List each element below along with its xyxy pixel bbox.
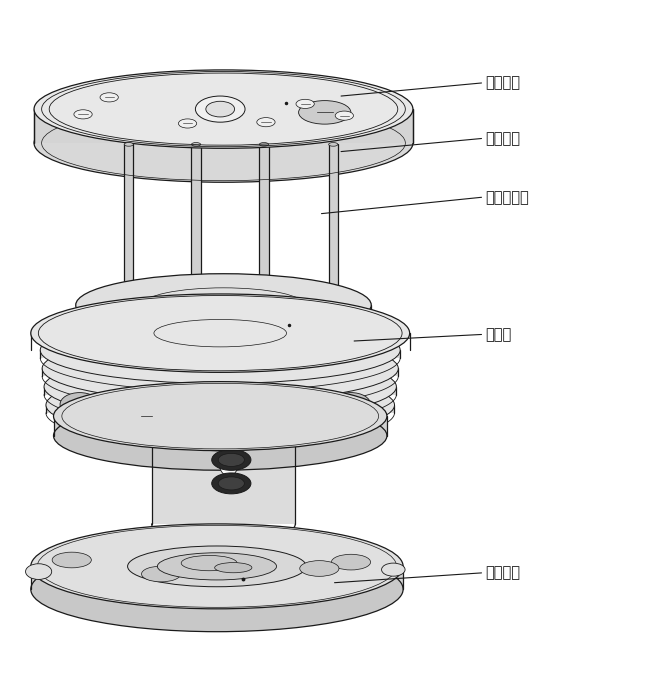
Ellipse shape <box>34 104 413 182</box>
Ellipse shape <box>178 119 197 128</box>
Ellipse shape <box>329 143 338 146</box>
Ellipse shape <box>218 477 245 490</box>
Ellipse shape <box>181 555 237 571</box>
Ellipse shape <box>124 143 133 146</box>
Ellipse shape <box>40 317 400 383</box>
Text: 固定法兰: 固定法兰 <box>485 565 520 580</box>
Ellipse shape <box>44 353 396 420</box>
Ellipse shape <box>75 293 371 356</box>
Text: 指北箭头: 指北箭头 <box>485 131 520 146</box>
Ellipse shape <box>75 273 371 336</box>
Polygon shape <box>75 305 371 325</box>
Polygon shape <box>152 432 295 524</box>
Polygon shape <box>192 145 201 302</box>
Ellipse shape <box>335 111 354 120</box>
Ellipse shape <box>46 372 394 439</box>
Text: 超声波探头: 超声波探头 <box>485 190 529 205</box>
Ellipse shape <box>54 382 387 451</box>
Ellipse shape <box>127 546 306 587</box>
Ellipse shape <box>133 398 159 434</box>
Polygon shape <box>34 109 413 143</box>
Ellipse shape <box>212 473 251 494</box>
Ellipse shape <box>206 400 235 416</box>
Ellipse shape <box>218 406 245 419</box>
Ellipse shape <box>140 325 163 335</box>
Ellipse shape <box>138 404 155 428</box>
Ellipse shape <box>74 110 92 119</box>
Ellipse shape <box>259 300 268 303</box>
Ellipse shape <box>54 401 387 470</box>
Text: 控制电路: 控制电路 <box>485 76 520 91</box>
Ellipse shape <box>329 300 338 303</box>
Ellipse shape <box>192 143 201 146</box>
Ellipse shape <box>339 401 363 414</box>
Ellipse shape <box>192 300 201 303</box>
Ellipse shape <box>218 429 245 442</box>
Ellipse shape <box>300 561 339 576</box>
Ellipse shape <box>52 552 91 568</box>
Ellipse shape <box>124 300 133 303</box>
Polygon shape <box>329 145 338 302</box>
Ellipse shape <box>256 117 275 127</box>
Polygon shape <box>44 387 396 395</box>
Ellipse shape <box>331 393 371 416</box>
Ellipse shape <box>152 414 295 451</box>
Ellipse shape <box>195 96 245 122</box>
Ellipse shape <box>26 564 52 580</box>
Ellipse shape <box>296 100 314 108</box>
Polygon shape <box>40 350 400 358</box>
Ellipse shape <box>212 426 251 446</box>
Ellipse shape <box>218 454 245 466</box>
Ellipse shape <box>157 553 277 580</box>
Ellipse shape <box>206 101 235 117</box>
Polygon shape <box>259 145 268 302</box>
Ellipse shape <box>298 101 351 124</box>
Ellipse shape <box>31 547 403 632</box>
Polygon shape <box>42 368 398 376</box>
Ellipse shape <box>290 325 314 335</box>
Ellipse shape <box>331 554 371 570</box>
Ellipse shape <box>215 563 252 573</box>
Ellipse shape <box>212 449 251 471</box>
Ellipse shape <box>215 325 239 335</box>
Ellipse shape <box>100 93 118 102</box>
Ellipse shape <box>68 401 91 414</box>
Text: 百叶箱: 百叶箱 <box>485 327 511 342</box>
Polygon shape <box>46 405 394 413</box>
Ellipse shape <box>142 566 180 582</box>
Ellipse shape <box>31 294 409 372</box>
Ellipse shape <box>34 70 413 148</box>
Polygon shape <box>54 416 387 436</box>
Ellipse shape <box>31 524 403 609</box>
Polygon shape <box>124 145 133 302</box>
Ellipse shape <box>42 335 398 402</box>
Ellipse shape <box>259 143 268 146</box>
Ellipse shape <box>212 402 251 424</box>
Ellipse shape <box>382 563 405 576</box>
Ellipse shape <box>60 393 99 416</box>
Ellipse shape <box>219 447 239 476</box>
Polygon shape <box>31 566 403 589</box>
